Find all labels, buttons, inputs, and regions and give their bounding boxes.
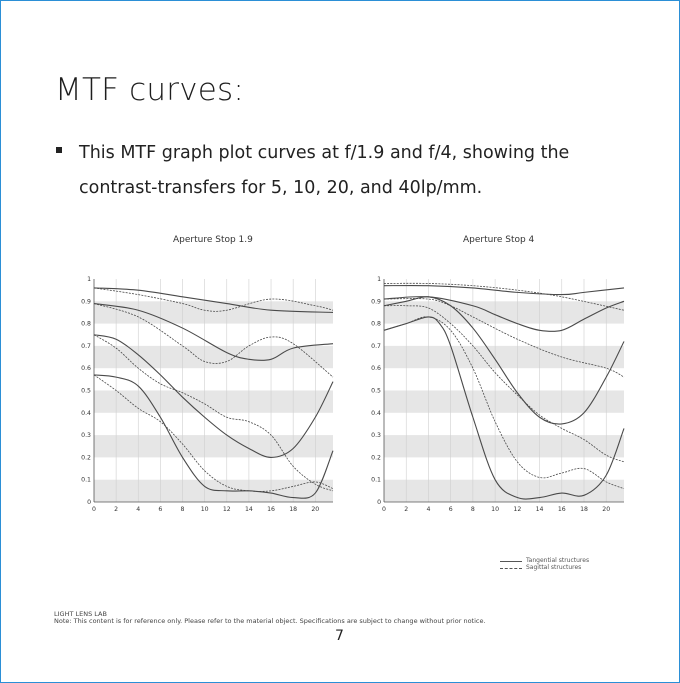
mtf-series-0-0 [93, 287, 334, 313]
mtf-series-0-3 [93, 303, 334, 378]
x-tick-label: 16 [558, 506, 566, 513]
mtf-series-0-1 [93, 287, 334, 312]
y-tick-label: 0.4 [371, 410, 381, 417]
legend-sagittal-swatch [500, 568, 522, 569]
x-tick-label: 12 [513, 506, 521, 513]
chart-title-f4: Aperture Stop 4 [463, 235, 535, 245]
legend-sagittal-label: Sagittal structures [526, 564, 582, 571]
bullet-marker [56, 147, 62, 153]
mtf-series-1-0 [383, 284, 625, 296]
y-tick-label: 0.5 [81, 388, 91, 395]
y-tick-label: 0 [377, 499, 381, 506]
band-0-0 [94, 479, 333, 502]
bullet-text: This MTF graph plot curves at f/1.9 and … [79, 143, 570, 198]
x-tick-label: 20 [311, 506, 319, 513]
y-tick-label: 0.5 [371, 388, 381, 395]
x-tick-label: 2 [114, 506, 118, 513]
x-tick-label: 4 [136, 506, 140, 513]
x-tick-label: 18 [580, 506, 588, 513]
legend-tangential-label: Tangential structures [526, 557, 590, 564]
mtf-series-1-2 [383, 296, 625, 332]
mtf-series-0-5 [93, 334, 334, 492]
y-tick-label: 0.3 [81, 432, 91, 439]
y-tick-label: 0.6 [371, 365, 381, 372]
x-tick-label: 0 [382, 506, 386, 513]
y-tick-label: 0.1 [81, 477, 91, 484]
band-0-6 [94, 345, 333, 369]
y-tick-label: 0.2 [81, 454, 91, 461]
footer-note: Note: This content is for reference only… [54, 617, 486, 625]
y-tick-label: 0.3 [371, 432, 381, 439]
x-tick-label: 2 [404, 506, 408, 513]
mtf-series-1-5 [383, 305, 625, 463]
y-tick-label: 0.4 [81, 410, 91, 417]
y-tick-label: 0.1 [371, 477, 381, 484]
y-tick-label: 0.2 [371, 454, 381, 461]
x-tick-label: 0 [92, 506, 96, 513]
mtf-series-0-4 [93, 334, 334, 458]
mtf-series-1-1 [383, 282, 625, 311]
mtf-series-0-2 [93, 302, 334, 361]
mtf-series-1-7 [383, 316, 625, 489]
x-tick-label: 14 [245, 506, 253, 513]
y-tick-label: 0.6 [81, 365, 91, 372]
mtf-series-1-4 [383, 296, 625, 425]
y-tick-label: 0.9 [81, 298, 91, 305]
x-tick-label: 6 [158, 506, 162, 513]
x-tick-label: 10 [491, 506, 499, 513]
y-tick-label: 1 [377, 276, 381, 283]
x-tick-label: 12 [223, 506, 231, 513]
x-tick-label: 6 [449, 506, 453, 513]
chart-title-f19: Aperture Stop 1.9 [173, 235, 253, 245]
mtf-series-1-3 [383, 298, 625, 378]
y-tick-label: 0.7 [371, 343, 381, 350]
y-tick-label: 0.8 [371, 321, 381, 328]
band-1-8 [384, 301, 624, 324]
y-tick-label: 1 [87, 276, 91, 283]
y-tick-label: 0.8 [81, 321, 91, 328]
band-0-2 [94, 435, 333, 458]
x-tick-label: 20 [602, 506, 610, 513]
x-tick-label: 8 [181, 506, 185, 513]
band-1-4 [384, 390, 624, 413]
mtf-series-0-7 [93, 374, 334, 492]
page-number: 7 [335, 628, 344, 644]
y-tick-label: 0.7 [81, 343, 91, 350]
mtf-series-0-6 [93, 374, 334, 499]
x-tick-label: 10 [201, 506, 209, 513]
x-tick-label: 16 [267, 506, 275, 513]
legend-tangential-swatch [500, 561, 522, 562]
x-tick-label: 8 [471, 506, 475, 513]
x-tick-label: 4 [426, 506, 430, 513]
page-title: MTF curves: [55, 72, 245, 108]
footer-brand: LIGHT LENS LAB [54, 610, 107, 618]
band-1-6 [384, 345, 624, 369]
band-0-8 [94, 301, 333, 324]
x-tick-label: 14 [536, 506, 544, 513]
y-tick-label: 0.9 [371, 298, 381, 305]
y-tick-label: 0 [87, 499, 91, 506]
band-1-2 [384, 435, 624, 458]
x-tick-label: 18 [289, 506, 297, 513]
